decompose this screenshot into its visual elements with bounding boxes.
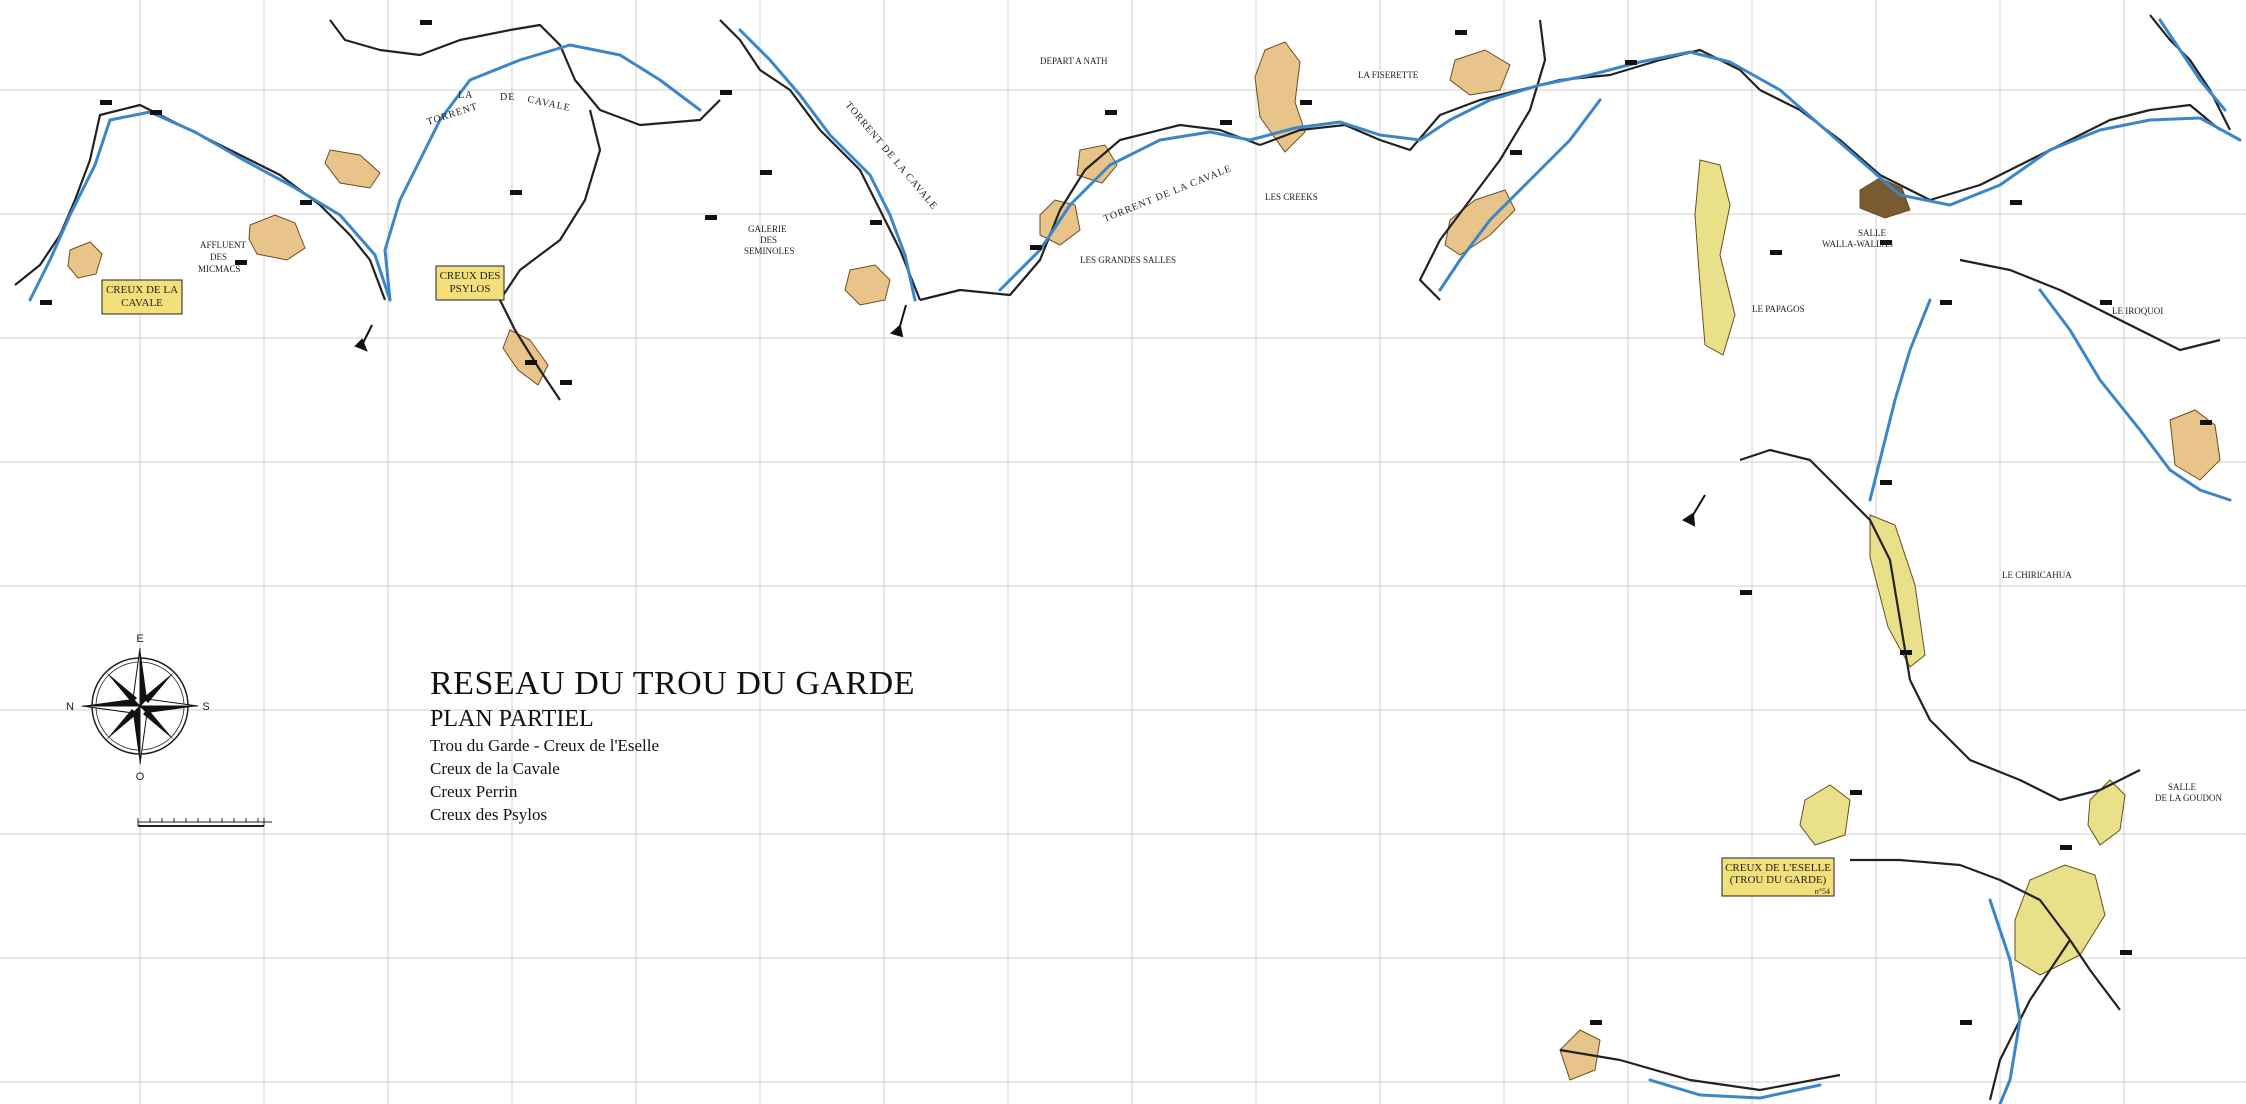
label-salle-goudon-1: SALLE	[2168, 782, 2197, 792]
compass-rose: E O N S	[66, 633, 210, 783]
label-torrent-cavale-2: TORRENT DE LA CAVALE	[843, 100, 940, 212]
river-cavale-central	[738, 28, 917, 302]
compass-top-label: E	[136, 633, 143, 645]
label-papagos: LE PAPAGOS	[1752, 304, 1805, 314]
gallery-chiricahua	[1869, 514, 1926, 668]
river-cavale-east	[998, 120, 1342, 292]
gallery-south	[1559, 1029, 1601, 1081]
map-title: RESEAU DU TROU DU GARDE	[430, 665, 915, 702]
gallery-fiserette	[1254, 41, 1306, 153]
label-salle-goudon-2: DE LA GOUDON	[2155, 793, 2222, 803]
label-fiserette: LA FISERETTE	[1358, 70, 1419, 80]
map-title-block: RESEAU DU TROU DU GARDE PLAN PARTIEL Tro…	[430, 664, 915, 826]
network-item: Trou du Garde - Creux de l'Eselle	[430, 736, 660, 755]
label-affluent-micmacs-2: DES	[210, 252, 227, 262]
label-creeks: LES CREEKS	[1265, 192, 1318, 202]
label-galerie-seminoles-2: DES	[760, 235, 777, 245]
river-central-south	[1868, 298, 1932, 502]
gallery-cavale-entrance	[67, 241, 103, 279]
label-affluent-micmacs-3: MICMACS	[198, 264, 241, 274]
map-arrows	[354, 304, 1706, 527]
river-cavale-north	[383, 43, 702, 302]
network-item: Creux de la Cavale	[430, 759, 560, 778]
river-descent	[1438, 98, 1602, 292]
label-torrent-cavale-1b: DE	[500, 92, 515, 103]
entrance-psylos-line1: CREUX DES	[440, 270, 501, 282]
map-subtitle: PLAN PARTIEL	[430, 706, 594, 732]
compass-bottom-label: O	[136, 771, 145, 783]
entrance-eselle: CREUX DE L'ESELLE (TROU DU GARDE) n°54	[1721, 857, 1835, 897]
label-affluent-micmacs-1: AFFLUENT	[200, 240, 247, 250]
gallery-walla	[1859, 177, 1911, 219]
river-iroquoi	[2038, 288, 2232, 502]
label-torrent-cavale-3: TORRENT DE LA CAVALE	[1102, 163, 1233, 225]
label-depart: DEPART A NATH	[1040, 56, 1108, 66]
gallery-micmacs	[248, 214, 306, 261]
survey-stations	[40, 20, 2212, 1025]
gallery-psylos-south	[502, 329, 549, 386]
entrance-cavale-line1: CREUX DE LA	[106, 284, 178, 296]
river-cavale-west	[28, 110, 392, 302]
river-south	[1648, 1078, 1822, 1100]
compass-left-label: N	[66, 701, 74, 713]
gallery-psylos	[324, 149, 381, 189]
entrance-psylos-line2: PSYLOS	[450, 283, 491, 295]
label-salle-walla-2: WALLA-WALLAS	[1822, 239, 1893, 249]
gallery-creeks	[1449, 49, 1511, 96]
entrance-cavale: CREUX DE LA CAVALE	[101, 279, 183, 315]
gallery-fills	[67, 41, 2221, 1081]
gallery-grandes-salles-2	[1076, 144, 1118, 184]
entrance-cavale-line2: CAVALE	[121, 297, 163, 309]
river-far-east	[2158, 18, 2227, 112]
label-chiricahua: LE CHIRICAHUA	[2002, 570, 2072, 580]
label-salle-walla-1: SALLE	[1858, 228, 1887, 238]
entrance-psylos: CREUX DES PSYLOS	[435, 265, 505, 301]
scale-bar	[137, 818, 272, 827]
label-torrent-cavale-1c: LA	[458, 90, 473, 101]
gallery-east	[1444, 189, 1516, 256]
entrance-eselle-line1: CREUX DE L'ESELLE	[1725, 862, 1831, 874]
river-eselle	[1988, 898, 2022, 1104]
river-fiserette	[1338, 50, 1732, 142]
gallery-goudon	[2087, 779, 2126, 846]
river-walla	[1728, 60, 2242, 207]
gallery-papagos	[1694, 159, 1736, 356]
network-item: Creux Perrin	[430, 782, 518, 801]
gallery-eselle-1	[1799, 784, 1851, 846]
entrance-eselle-note: n°54	[1815, 887, 1830, 896]
label-grandes-salles: LES GRANDES SALLES	[1080, 255, 1176, 265]
label-galerie-seminoles-3: SEMINOLES	[744, 246, 795, 256]
label-iroquoi: LE IROQUOI	[2112, 306, 2163, 316]
underground-rivers	[28, 18, 2242, 1104]
gallery-seminoles	[844, 264, 891, 306]
entrance-eselle-line2: (TROU DU GARDE)	[1730, 874, 1827, 886]
label-galerie-seminoles-1: GALERIE	[748, 224, 787, 234]
compass-right-label: S	[202, 701, 209, 713]
label-torrent-cavale-1d: CAVALE	[526, 94, 571, 114]
network-item: Creux des Psylos	[430, 805, 548, 824]
gallery-far-east	[2169, 409, 2221, 481]
